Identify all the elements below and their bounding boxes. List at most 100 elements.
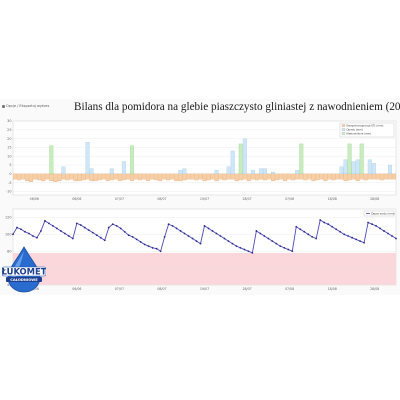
toolbar-label[interactable]: Opcje / Eksportuj wykres [6, 104, 50, 108]
etc-bar [154, 173, 159, 181]
x-tick-label: 19/07 [200, 287, 209, 291]
rain-bar [230, 150, 235, 175]
x-tick-label: 07/08 [285, 197, 294, 201]
legend-swatch [341, 124, 346, 127]
etc-bar [246, 173, 251, 182]
data-point [363, 241, 365, 244]
data-point [143, 243, 146, 246]
data-point [295, 225, 298, 228]
etc-bar [133, 173, 138, 180]
rain-bar [258, 168, 263, 175]
etc-bar [142, 173, 146, 180]
etc-bar [315, 173, 320, 181]
rain-bar [387, 164, 392, 175]
y-tick-label: -5 [8, 181, 11, 185]
data-point [71, 237, 74, 240]
y-tick-label: 30 [7, 119, 11, 123]
etc-bar [359, 173, 364, 180]
etc-bar [61, 173, 66, 180]
data-point [95, 234, 98, 237]
rain-bar [178, 170, 183, 175]
data-point [44, 219, 46, 222]
etc-bar [85, 173, 90, 180]
data-point [315, 237, 318, 240]
etc-bar [89, 173, 94, 182]
data-point [219, 235, 222, 237]
etc-bar [222, 173, 227, 181]
legend-box [363, 210, 395, 217]
legend-label: Zapas wody (mm) [371, 211, 395, 215]
rain-bar [295, 170, 300, 175]
etc-bar [81, 173, 86, 181]
etc-bar [327, 173, 332, 180]
etc-bar [319, 173, 324, 180]
etc-bar [392, 173, 396, 180]
data-point [139, 241, 142, 243]
x-tick-label: 07/08 [285, 287, 294, 291]
data-point [283, 246, 286, 249]
y-tick-label: 80 [7, 249, 11, 253]
etc-bar [218, 173, 223, 180]
etc-bar [214, 173, 219, 182]
x-tick-label: 28/08 [370, 197, 379, 201]
data-point [55, 227, 58, 230]
etc-bar [45, 173, 50, 180]
etc-bar [13, 173, 17, 180]
etc-bar [174, 173, 179, 182]
etc-bar [271, 173, 276, 182]
rain-bar [250, 170, 255, 175]
x-tick-label: 06/06 [72, 287, 81, 291]
etc-bar [17, 173, 22, 181]
data-point [163, 235, 166, 238]
data-point [371, 223, 373, 226]
svg-text:ŁUKOMET: ŁUKOMET [2, 266, 46, 276]
data-point [107, 226, 110, 229]
data-point [183, 232, 186, 235]
data-point [307, 233, 310, 236]
etc-bar [242, 173, 247, 180]
etc-bar [69, 173, 74, 180]
data-point [299, 228, 302, 231]
y-tick-label: 20 [7, 137, 11, 141]
x-tick-label: 28/07 [242, 287, 251, 291]
data-point [99, 236, 102, 239]
data-point [159, 250, 162, 253]
data-point [351, 236, 354, 239]
etc-bar [307, 173, 312, 180]
etc-bar [65, 173, 70, 181]
data-point [203, 224, 206, 227]
irrigation-bar [299, 143, 304, 175]
etc-bar [121, 173, 126, 181]
y-tick-label: 0 [9, 172, 11, 176]
etc-bar [383, 173, 388, 180]
data-point [75, 222, 78, 225]
rain-bar [263, 168, 267, 175]
x-tick-label: 07/07 [115, 197, 124, 201]
data-point [167, 223, 170, 226]
data-point [319, 219, 322, 221]
etc-bar [109, 173, 114, 181]
rain-bar [121, 161, 126, 175]
data-point [119, 227, 122, 230]
rain-bar [351, 161, 356, 175]
etc-bar [202, 173, 207, 182]
rain-bar [214, 170, 219, 175]
rain-bar [339, 166, 344, 175]
data-point [247, 250, 250, 253]
data-point [375, 224, 377, 227]
etc-bar [170, 173, 175, 180]
y-tick-label: 5 [9, 163, 11, 167]
etc-bar [335, 173, 340, 180]
data-point [359, 240, 361, 242]
chart-toolbar[interactable]: Opcje / Eksportuj wykres [2, 104, 49, 108]
data-point [303, 230, 306, 233]
etc-bar [323, 173, 328, 182]
menu-icon[interactable] [2, 104, 5, 108]
etc-bar [178, 173, 183, 182]
x-tick-label: 06/06 [72, 197, 81, 201]
x-tick-label: 28/07 [242, 197, 251, 201]
rain-bar [343, 159, 348, 175]
data-point [327, 223, 330, 226]
data-point [331, 225, 334, 228]
data-point [111, 223, 114, 226]
